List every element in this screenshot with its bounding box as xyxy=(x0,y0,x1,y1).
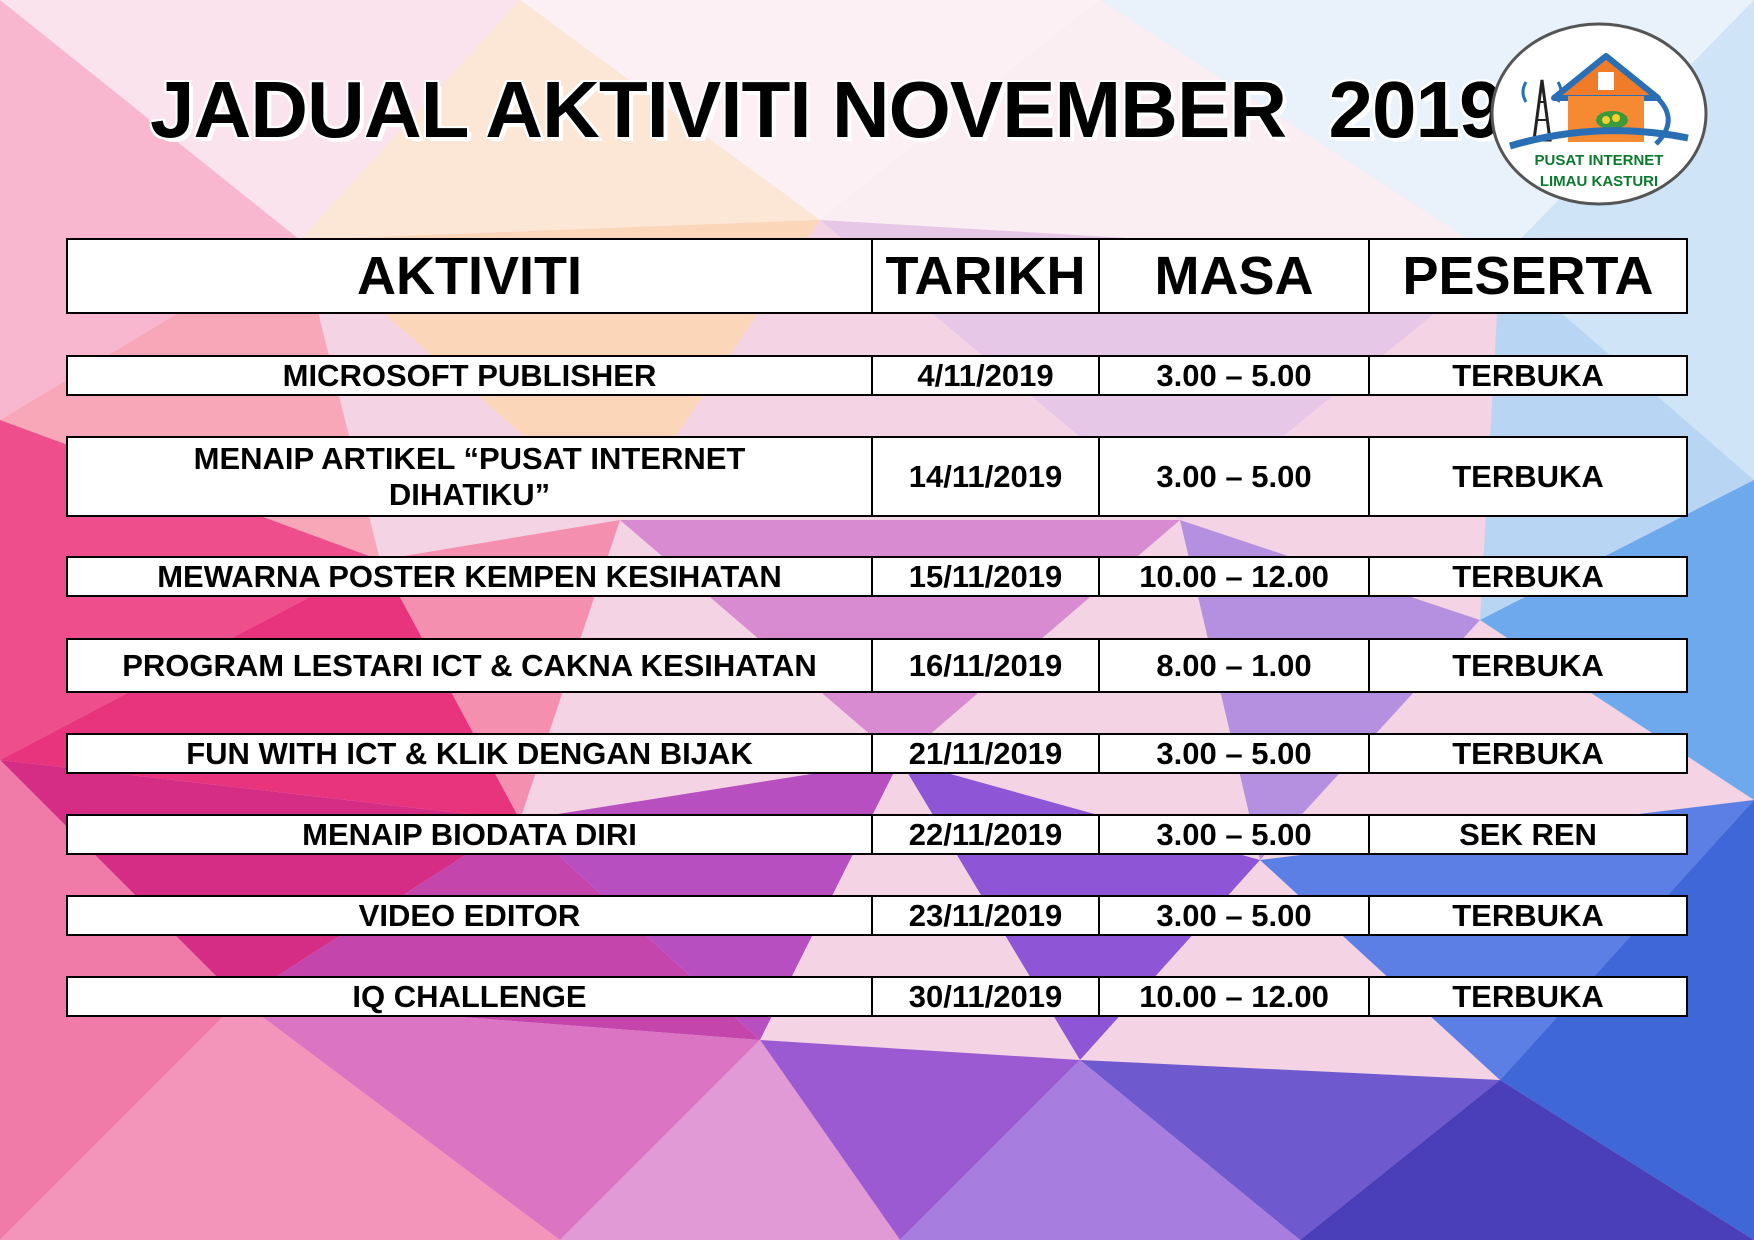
cell-peserta: TERBUKA xyxy=(1452,978,1604,1014)
cell-aktiviti: FUN WITH ICT & KLIK DENGAN BIJAK xyxy=(68,735,873,772)
cell-peserta: SEK REN xyxy=(1459,816,1597,852)
table-row: PROGRAM LESTARI ICT & CAKNA KESIHATAN 16… xyxy=(66,638,1688,693)
cell-peserta: TERBUKA xyxy=(1452,458,1604,494)
header-peserta: PESERTA xyxy=(1402,246,1654,306)
logo-caption-line1: PUSAT INTERNET xyxy=(1534,152,1664,169)
cell-tarikh: 14/11/2019 xyxy=(873,438,1100,515)
cell-aktiviti: MICROSOFT PUBLISHER xyxy=(68,357,873,394)
cell-tarikh: 23/11/2019 xyxy=(873,897,1100,934)
cell-tarikh: 30/11/2019 xyxy=(873,978,1100,1015)
header-tarikh: TARIKH xyxy=(873,240,1100,312)
cell-peserta: TERBUKA xyxy=(1452,558,1604,594)
cell-aktiviti: PROGRAM LESTARI ICT & CAKNA KESIHATAN xyxy=(68,640,873,691)
table-row: MENAIP BIODATA DIRI 22/11/2019 3.00 – 5.… xyxy=(66,814,1688,855)
cell-aktiviti: IQ CHALLENGE xyxy=(68,978,873,1015)
logo-emblem-icon xyxy=(1490,22,1708,206)
table-row: VIDEO EDITOR 23/11/2019 3.00 – 5.00 TERB… xyxy=(66,895,1688,936)
table-row: MICROSOFT PUBLISHER 4/11/2019 3.00 – 5.0… xyxy=(66,355,1688,396)
cell-masa: 3.00 – 5.00 xyxy=(1100,897,1370,934)
table-header: AKTIVITI TARIKH MASA PESERTA xyxy=(66,238,1688,314)
cell-aktiviti: VIDEO EDITOR xyxy=(68,897,873,934)
cell-masa: 3.00 – 5.00 xyxy=(1100,816,1370,853)
header-aktiviti: AKTIVITI xyxy=(68,240,873,312)
cell-aktiviti: MENAIP BIODATA DIRI xyxy=(68,816,873,853)
cell-masa: 3.00 – 5.00 xyxy=(1100,735,1370,772)
header-masa: MASA xyxy=(1100,240,1370,312)
table-row: MENAIP ARTIKEL “PUSAT INTERNET DIHATIKU”… xyxy=(66,436,1688,517)
cell-tarikh: 21/11/2019 xyxy=(873,735,1100,772)
cell-masa: 3.00 – 5.00 xyxy=(1100,438,1370,515)
cell-tarikh: 4/11/2019 xyxy=(873,357,1100,394)
cell-masa: 8.00 – 1.00 xyxy=(1100,640,1370,691)
table-row: FUN WITH ICT & KLIK DENGAN BIJAK 21/11/2… xyxy=(66,733,1688,774)
table-row: MEWARNA POSTER KEMPEN KESIHATAN 15/11/20… xyxy=(66,556,1688,597)
cell-masa: 10.00 – 12.00 xyxy=(1100,978,1370,1015)
cell-tarikh: 22/11/2019 xyxy=(873,816,1100,853)
logo: PUSAT INTERNET LIMAU KASTURI xyxy=(1488,20,1710,208)
cell-masa: 3.00 – 5.00 xyxy=(1100,357,1370,394)
cell-aktiviti: MEWARNA POSTER KEMPEN KESIHATAN xyxy=(68,558,873,595)
cell-tarikh: 16/11/2019 xyxy=(873,640,1100,691)
cell-masa: 10.00 – 12.00 xyxy=(1100,558,1370,595)
cell-peserta: TERBUKA xyxy=(1452,357,1604,393)
cell-peserta: TERBUKA xyxy=(1452,647,1604,683)
table-row: IQ CHALLENGE 30/11/2019 10.00 – 12.00 TE… xyxy=(66,976,1688,1017)
logo-caption-line2: LIMAU KASTURI xyxy=(1539,173,1659,190)
page-title: JADUAL AKTIVITI NOVEMBER 2019 xyxy=(150,65,1504,154)
cell-aktiviti: MENAIP ARTIKEL “PUSAT INTERNET DIHATIKU” xyxy=(68,438,873,515)
cell-peserta: TERBUKA xyxy=(1452,735,1604,771)
cell-tarikh: 15/11/2019 xyxy=(873,558,1100,595)
cell-peserta: TERBUKA xyxy=(1452,897,1604,933)
